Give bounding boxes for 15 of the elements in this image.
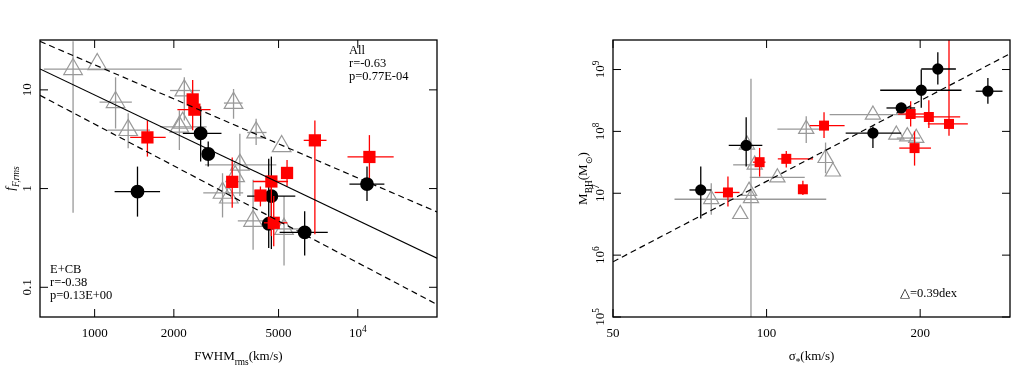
x-tick-label: 10$^{4}$ (348, 324, 367, 340)
x-tick-label: 50 (606, 325, 620, 340)
annotation: All r=-0.63 p=0.77E-04 (349, 43, 410, 83)
x-tick-label: 1000 (81, 325, 108, 340)
y-tick-label: 1 (19, 185, 34, 192)
x-tick-label: 200 (910, 325, 930, 340)
x-tick-label: 100 (756, 325, 777, 340)
annotation: △=0.39dex (900, 286, 958, 300)
y-tick-label: 0.1 (19, 279, 34, 296)
x-axis-title: σ$_{*}$(km/s) (788, 348, 835, 367)
x-tick-label: 5000 (265, 325, 292, 340)
annotation: E+CB r=-0.38 p=0.13E+00 (50, 262, 113, 302)
x-axis-title: FWHM$_{rms}$(km/s) (194, 348, 283, 367)
y-tick-label: 10 (19, 83, 34, 97)
x-tick-label: 2000 (160, 325, 187, 340)
